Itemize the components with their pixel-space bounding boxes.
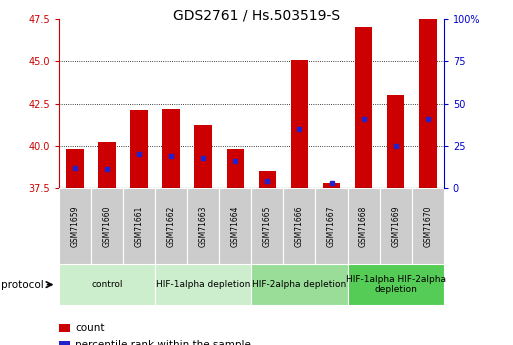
Bar [323, 183, 340, 188]
Bar [194, 126, 212, 188]
Bar [59, 264, 155, 305]
Text: percentile rank within the sample: percentile rank within the sample [75, 340, 251, 345]
Bar [411, 188, 444, 264]
Text: HIF-1alpha depletion: HIF-1alpha depletion [156, 280, 250, 289]
Bar [98, 142, 116, 188]
Bar [348, 264, 444, 305]
Bar [59, 341, 70, 345]
Text: GSM71659: GSM71659 [70, 205, 80, 247]
Bar [91, 188, 123, 264]
Bar [59, 324, 70, 332]
Bar [59, 188, 91, 264]
Text: HIF-1alpha HIF-2alpha
depletion: HIF-1alpha HIF-2alpha depletion [346, 275, 446, 294]
Bar [387, 95, 404, 188]
Bar [163, 109, 180, 188]
Bar [155, 188, 187, 264]
Bar [251, 264, 348, 305]
Text: GSM71662: GSM71662 [167, 205, 176, 247]
Text: count: count [75, 323, 105, 333]
Text: GSM71670: GSM71670 [423, 205, 432, 247]
Text: GSM71667: GSM71667 [327, 205, 336, 247]
Text: GSM71664: GSM71664 [231, 205, 240, 247]
Bar [130, 110, 148, 188]
Bar [355, 28, 372, 188]
Text: GSM71668: GSM71668 [359, 205, 368, 247]
Bar [155, 264, 251, 305]
Text: GSM71660: GSM71660 [103, 205, 112, 247]
Text: GSM71666: GSM71666 [295, 205, 304, 247]
Bar [315, 188, 348, 264]
Bar [227, 149, 244, 188]
Bar [123, 188, 155, 264]
Text: GSM71661: GSM71661 [134, 205, 144, 247]
Bar [380, 188, 411, 264]
Text: GSM71663: GSM71663 [199, 205, 208, 247]
Bar [348, 188, 380, 264]
Bar [259, 171, 276, 188]
Bar [187, 188, 220, 264]
Bar [66, 149, 84, 188]
Text: GSM71665: GSM71665 [263, 205, 272, 247]
Bar [251, 188, 283, 264]
Text: control: control [91, 280, 123, 289]
Text: GDS2761 / Hs.503519-S: GDS2761 / Hs.503519-S [173, 9, 340, 23]
Bar [419, 19, 437, 188]
Text: HIF-2alpha depletion: HIF-2alpha depletion [252, 280, 347, 289]
Text: protocol: protocol [1, 280, 44, 289]
Text: GSM71669: GSM71669 [391, 205, 400, 247]
Bar [291, 60, 308, 188]
Bar [220, 188, 251, 264]
Bar [283, 188, 315, 264]
